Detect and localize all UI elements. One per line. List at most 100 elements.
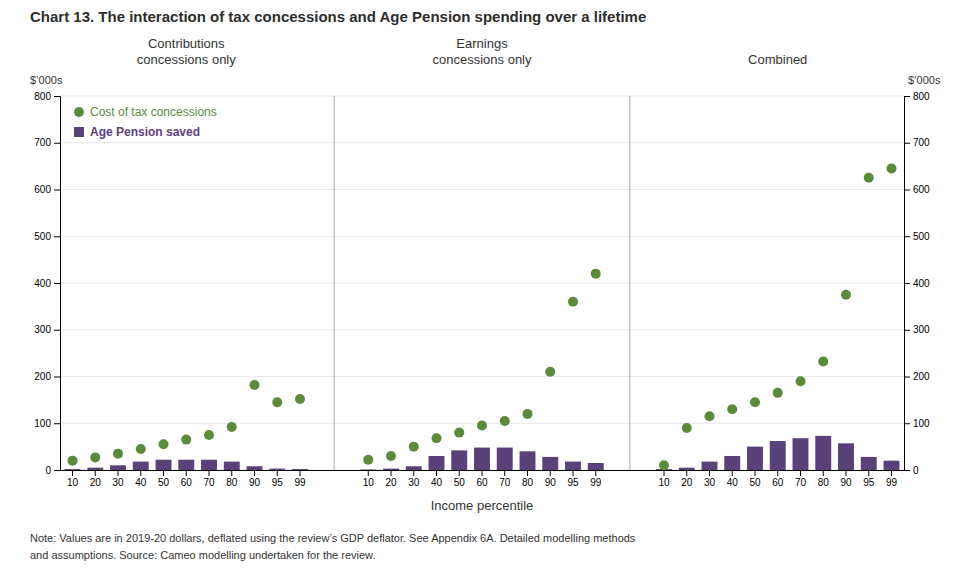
dot	[204, 430, 214, 440]
tick-mark	[54, 190, 60, 191]
tick: 300	[904, 324, 930, 335]
legend-entry: Age Pension saved	[90, 125, 200, 139]
axis-line	[905, 97, 911, 471]
tick-mark	[572, 470, 573, 476]
tick: 600	[34, 184, 60, 195]
note: Note: Values are in 2019-20 dollars, def…	[30, 532, 636, 544]
grid-line	[60, 329, 904, 330]
tick-mark	[54, 236, 60, 237]
grid-line	[60, 142, 904, 143]
tick: 60	[181, 470, 193, 488]
legend-entry: Cost of tax concessions	[90, 105, 217, 119]
tick-label: 95	[272, 477, 284, 488]
tick-mark	[163, 470, 164, 476]
grid-line	[60, 283, 904, 284]
dot	[568, 297, 578, 307]
dot	[68, 456, 78, 466]
bar	[451, 450, 467, 470]
bar	[702, 462, 718, 470]
tick-label: 50	[749, 477, 761, 488]
bar	[383, 469, 399, 470]
bar	[406, 466, 422, 470]
tick: 200	[904, 371, 930, 382]
tick: 20	[90, 470, 102, 488]
dot	[136, 444, 146, 454]
bar	[679, 468, 695, 470]
dot	[682, 423, 692, 433]
tick-mark	[754, 470, 755, 476]
dot	[363, 455, 373, 465]
bar	[542, 457, 558, 470]
tick-label: 30	[112, 477, 124, 488]
tick: 800	[34, 91, 60, 102]
bar	[861, 457, 877, 470]
tick-mark	[54, 470, 60, 471]
tick: 40	[135, 470, 147, 488]
tick-mark	[732, 470, 733, 476]
tick-label: 95	[567, 477, 579, 488]
tick: 95	[863, 470, 875, 488]
tick: 90	[840, 470, 852, 488]
tick: 95	[272, 470, 284, 488]
tick-label: 90	[545, 477, 557, 488]
tick-mark	[391, 470, 392, 476]
bar	[65, 469, 81, 470]
tick-label: 40	[727, 477, 739, 488]
tick-label: 200	[34, 371, 51, 382]
bar	[884, 461, 900, 470]
bar	[520, 451, 536, 470]
y-axis-left: 0100200300400500600700800	[34, 91, 60, 476]
dot	[864, 173, 874, 183]
tick-label: 100	[913, 418, 930, 429]
tick-mark	[54, 96, 60, 97]
dot	[386, 451, 396, 461]
tick: 50	[454, 470, 466, 488]
tick-mark	[368, 470, 369, 476]
tick-mark	[436, 470, 437, 476]
tick-label: 99	[886, 477, 898, 488]
bar	[247, 466, 263, 470]
tick: 70	[795, 470, 807, 488]
bar	[497, 448, 513, 470]
tick-label: 40	[431, 477, 443, 488]
bar	[815, 436, 831, 470]
dot	[818, 357, 828, 367]
dot	[227, 422, 237, 432]
tick-mark	[800, 470, 801, 476]
tick-label: 10	[67, 477, 79, 488]
tick: 500	[904, 231, 930, 242]
grid-line	[60, 96, 904, 97]
tick-label: 95	[863, 477, 875, 488]
tick-label: 600	[34, 184, 51, 195]
y-axis-label: $’000s	[30, 74, 63, 86]
tick: 100	[34, 418, 60, 429]
tick-label: 50	[454, 477, 466, 488]
dot	[795, 376, 805, 386]
dot	[477, 421, 487, 431]
tick-label: 50	[158, 477, 170, 488]
bar	[269, 469, 285, 470]
tick-mark	[118, 470, 119, 476]
tick-label: 80	[818, 477, 830, 488]
tick-mark	[231, 470, 232, 476]
x-axis-label: Income percentile	[431, 498, 534, 513]
dot	[522, 409, 532, 419]
tick-mark	[686, 470, 687, 476]
tick-mark	[186, 470, 187, 476]
dot	[272, 397, 282, 407]
tick-mark	[904, 96, 910, 97]
bar	[133, 462, 149, 470]
tick: 99	[590, 470, 602, 488]
dot	[432, 433, 442, 443]
bar	[178, 460, 194, 470]
tick: 30	[112, 470, 124, 488]
tick-mark	[904, 423, 910, 424]
tick-label: 70	[795, 477, 807, 488]
tick-mark	[140, 470, 141, 476]
bar	[292, 469, 308, 470]
tick-label: 80	[522, 477, 534, 488]
tick-label: 60	[181, 477, 193, 488]
bar	[747, 447, 763, 470]
tick: 20	[681, 470, 693, 488]
tick-mark	[300, 470, 301, 476]
